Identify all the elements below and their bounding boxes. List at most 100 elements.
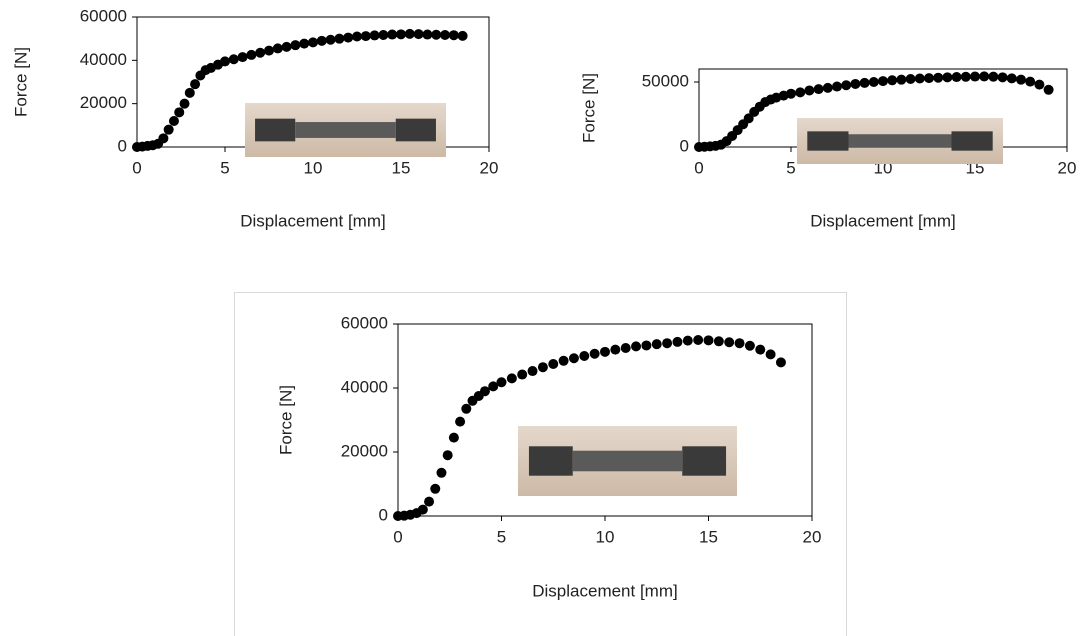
data-point xyxy=(334,33,345,44)
data-point xyxy=(641,340,652,351)
data-point xyxy=(960,71,971,82)
data-point xyxy=(610,344,621,355)
data-point xyxy=(600,346,610,357)
data-point xyxy=(299,38,310,49)
data-point xyxy=(804,85,815,96)
data-point xyxy=(272,43,283,54)
chart-frame xyxy=(234,292,847,636)
data-point xyxy=(387,29,398,40)
data-point xyxy=(988,71,999,82)
x-tick-label: 15 xyxy=(699,527,718,546)
data-point xyxy=(997,72,1008,83)
data-point xyxy=(281,41,292,52)
data-point xyxy=(979,71,990,82)
data-point xyxy=(308,37,318,48)
data-point xyxy=(765,349,776,360)
data-point xyxy=(682,335,693,346)
y-tick-label: 50000 xyxy=(642,71,689,90)
x-tick-label: 10 xyxy=(596,527,615,546)
x-tick-label: 5 xyxy=(786,158,795,177)
data-point xyxy=(924,73,934,84)
data-point xyxy=(693,335,704,345)
data-point xyxy=(878,76,888,87)
x-axis-title: Displacement [mm] xyxy=(240,211,385,230)
data-point xyxy=(168,116,179,126)
x-tick-label: 20 xyxy=(1058,158,1077,177)
data-point xyxy=(517,369,528,380)
data-point xyxy=(431,29,442,40)
specimen-gauge xyxy=(572,450,683,472)
data-point xyxy=(743,113,754,124)
y-tick-label: 60000 xyxy=(80,6,127,25)
x-tick-label: 0 xyxy=(393,527,402,546)
data-point xyxy=(970,71,980,82)
data-point xyxy=(378,29,389,40)
data-point xyxy=(461,403,472,414)
y-tick-label: 40000 xyxy=(341,377,388,396)
data-point xyxy=(537,362,548,373)
data-point xyxy=(228,54,239,65)
data-point xyxy=(786,88,796,99)
y-tick-label: 60000 xyxy=(341,313,388,332)
data-point xyxy=(158,133,169,144)
data-point xyxy=(237,52,248,63)
data-point xyxy=(246,49,257,60)
data-point xyxy=(1043,84,1054,95)
data-point xyxy=(724,337,735,348)
y-axis-title: Force [N] xyxy=(276,385,295,455)
x-tick-label: 20 xyxy=(803,527,822,546)
data-point xyxy=(455,416,466,427)
specimen-grip xyxy=(682,446,727,476)
data-point xyxy=(413,29,424,40)
data-point xyxy=(548,359,559,369)
data-point xyxy=(442,450,453,461)
data-point xyxy=(220,56,230,67)
y-axis-title: Force [N] xyxy=(11,47,30,117)
x-tick-label: 5 xyxy=(497,527,506,546)
data-point xyxy=(325,34,336,45)
data-point xyxy=(755,344,766,355)
specimen-grip xyxy=(807,131,849,151)
data-point xyxy=(662,338,673,349)
y-tick-label: 0 xyxy=(379,505,388,524)
data-point xyxy=(1006,73,1017,84)
data-point xyxy=(448,432,459,443)
x-tick-label: 15 xyxy=(392,158,411,177)
data-point xyxy=(369,30,380,41)
data-point xyxy=(859,77,870,88)
data-point xyxy=(1034,79,1045,90)
data-point xyxy=(841,80,852,91)
y-tick-label: 0 xyxy=(680,136,689,155)
data-point xyxy=(579,351,590,361)
y-tick-label: 20000 xyxy=(341,441,388,460)
data-point xyxy=(1016,74,1026,85)
data-point xyxy=(813,84,824,95)
data-point xyxy=(316,35,327,46)
data-point xyxy=(290,40,301,51)
data-point xyxy=(850,78,861,89)
y-axis-title: Force [N] xyxy=(579,73,598,143)
data-point xyxy=(190,79,201,90)
specimen-grip xyxy=(528,446,573,476)
data-point xyxy=(620,343,631,353)
data-point xyxy=(488,381,499,392)
data-point xyxy=(568,353,579,364)
data-point xyxy=(496,377,507,388)
data-point xyxy=(651,339,662,350)
data-point xyxy=(448,30,459,41)
specimen-gauge xyxy=(848,134,952,148)
data-point xyxy=(951,72,962,83)
y-tick-label: 0 xyxy=(118,136,127,155)
y-tick-label: 20000 xyxy=(80,93,127,112)
data-point xyxy=(832,81,842,92)
data-point xyxy=(264,45,274,56)
data-point xyxy=(589,348,600,359)
data-point xyxy=(734,338,745,349)
x-tick-label: 0 xyxy=(694,158,703,177)
data-point xyxy=(896,74,907,85)
data-point xyxy=(527,366,538,377)
data-point xyxy=(436,467,447,478)
x-tick-label: 20 xyxy=(480,158,499,177)
data-point xyxy=(558,355,569,366)
